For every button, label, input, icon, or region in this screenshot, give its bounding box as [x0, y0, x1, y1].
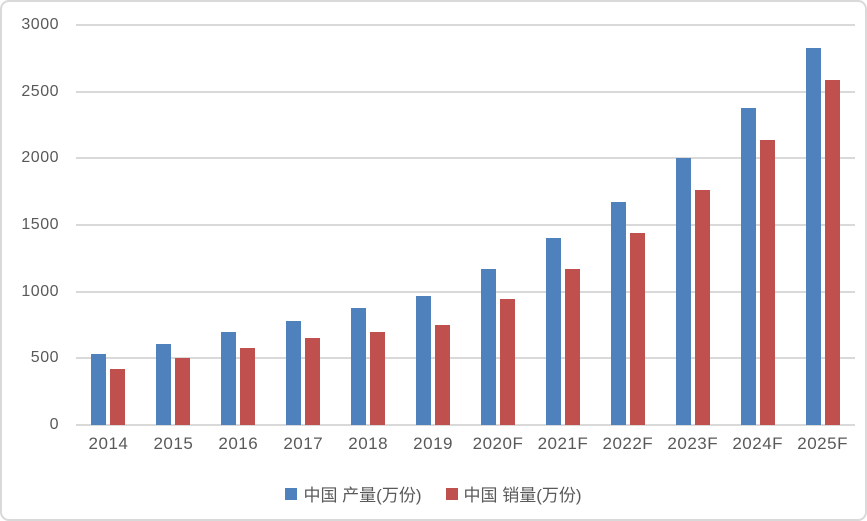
- y-tick-label: 500: [30, 349, 59, 367]
- bar: [675, 158, 691, 425]
- bar: [694, 189, 710, 425]
- bar-group-2018: [336, 25, 401, 425]
- bar-group-2019: [401, 25, 466, 425]
- gridline: [76, 424, 855, 426]
- bar-groups: [76, 25, 855, 425]
- gridline: [76, 224, 855, 226]
- bar: [435, 325, 451, 425]
- bar: [610, 202, 626, 425]
- y-tick-label: 0: [49, 416, 59, 433]
- bar-group-2016: [206, 25, 271, 425]
- legend-label: 中国 销量(万份): [463, 486, 582, 505]
- x-tick-label: 2018: [348, 434, 389, 453]
- bar-group-2014: [76, 25, 141, 425]
- bar-group-2025F: [790, 25, 855, 425]
- legend: 中国 产量(万份) 中国 销量(万份): [2, 481, 865, 506]
- x-tick-label: 2017: [283, 434, 324, 453]
- bar-group-2024F: [725, 25, 790, 425]
- bar: [221, 332, 237, 425]
- bar: [305, 338, 321, 425]
- x-tick-label: 2023F: [667, 434, 719, 453]
- x-tick-label: 2015: [153, 434, 194, 453]
- x-tick-label: 2024F: [732, 434, 784, 453]
- gridline: [76, 90, 855, 93]
- bar: [91, 354, 107, 425]
- gridline: [76, 357, 855, 360]
- bar-group-2022F: [595, 25, 660, 425]
- x-tick-label: 2022F: [602, 434, 654, 453]
- y-tick-label: 3000: [21, 16, 59, 33]
- y-tick-label: 1000: [21, 282, 59, 300]
- legend-swatch-icon: [285, 487, 298, 500]
- bar: [499, 299, 515, 425]
- gridline: [76, 290, 855, 293]
- bar: [110, 369, 126, 425]
- x-tick-label: 2016: [218, 434, 259, 453]
- bar: [805, 48, 821, 425]
- legend-item: 中国 产量(万份): [285, 481, 422, 506]
- bar: [759, 140, 775, 425]
- bar: [545, 238, 561, 425]
- bar: [416, 296, 432, 425]
- bar-group-2023F: [660, 25, 725, 425]
- y-tick-label: 1500: [21, 216, 59, 233]
- x-tick-label: 2025F: [797, 434, 848, 453]
- bar: [824, 80, 840, 425]
- x-axis: 2014 2015 2016 2017 2018 2019 2020F 2021F 2022F 2…: [76, 434, 855, 454]
- legend-item: 中国 销量(万份): [445, 481, 582, 506]
- bar: [564, 269, 580, 425]
- bar: [240, 348, 256, 425]
- x-tick-label: 2014: [88, 434, 129, 453]
- plot-area: [76, 24, 855, 426]
- y-tick-label: 2000: [21, 149, 59, 167]
- bar: [286, 321, 302, 425]
- bar: [480, 269, 496, 425]
- x-tick-label: 2021F: [537, 434, 589, 453]
- bar: [370, 331, 386, 425]
- bar: [175, 358, 191, 425]
- bar: [351, 308, 367, 425]
- bar-group-2017: [271, 25, 336, 425]
- y-axis: 3000 2500 2000 1500 1000 500 0: [2, 16, 59, 433]
- legend-swatch-icon: [445, 487, 458, 500]
- bar: [156, 343, 172, 425]
- bar-group-2015: [141, 25, 206, 425]
- gridline: [76, 24, 855, 26]
- bar-group-2021F: [530, 25, 595, 425]
- bar-group-2020F: [466, 25, 531, 425]
- x-tick-label: 2019: [413, 434, 453, 453]
- gridline: [76, 157, 855, 160]
- bar: [740, 107, 756, 425]
- y-tick-label: 2500: [21, 82, 59, 100]
- bar: [629, 233, 645, 425]
- x-tick-label: 2020F: [472, 434, 524, 453]
- legend-label: 中国 产量(万份): [303, 486, 422, 505]
